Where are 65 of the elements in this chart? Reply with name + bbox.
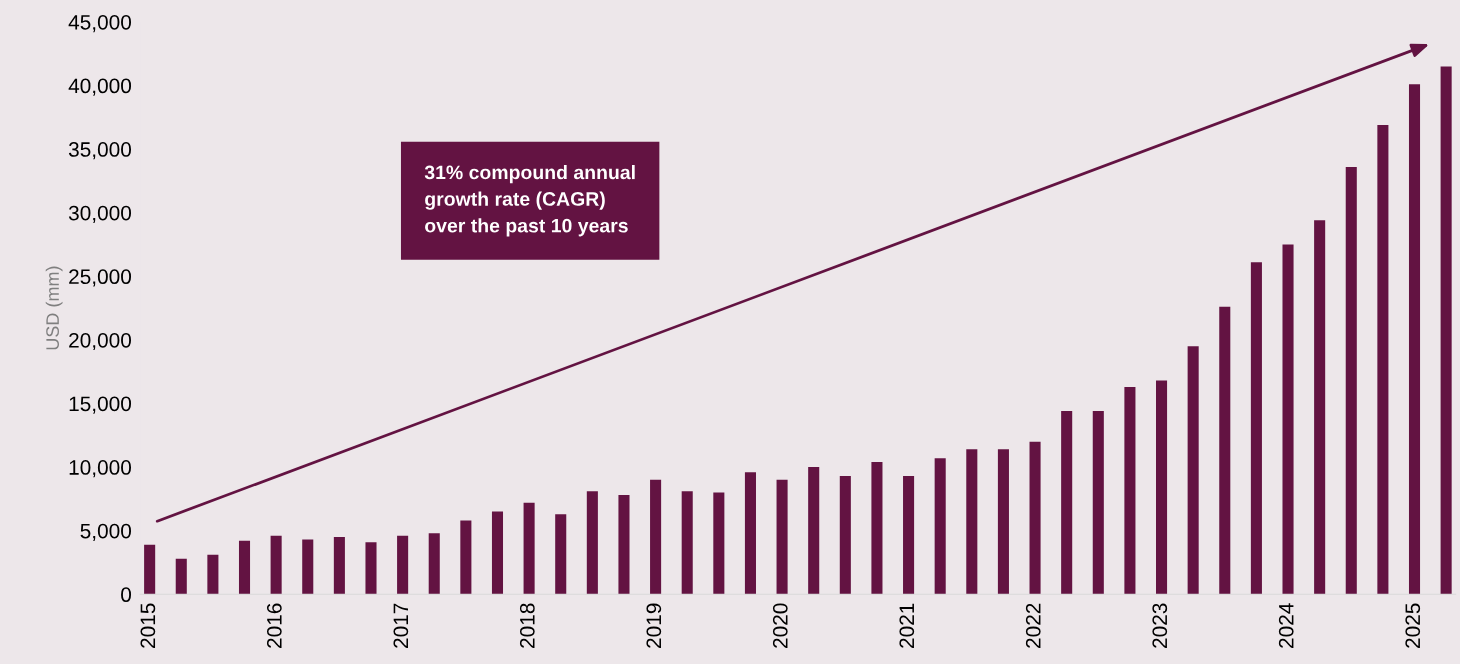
y-tick-label: 40,000 (68, 78, 132, 96)
bar (144, 544, 156, 595)
y-tick-label: 45,000 (68, 14, 132, 33)
x-tick-label: 2025 (1405, 603, 1421, 648)
bar (713, 492, 725, 595)
bar (175, 558, 187, 595)
bar (681, 491, 693, 595)
bar (555, 514, 567, 595)
bar (1314, 220, 1326, 595)
bar (966, 449, 978, 595)
bar (1377, 124, 1389, 595)
bar (1029, 441, 1041, 595)
bar (744, 472, 756, 595)
bar (523, 502, 535, 595)
x-tick-label: 2018 (519, 603, 535, 648)
x-tick-label: 2023 (1152, 603, 1168, 648)
y-tick-label: 0 (121, 587, 132, 603)
bar (618, 495, 630, 595)
bar (270, 535, 282, 595)
x-tick-label: 2016 (266, 603, 282, 648)
bar (776, 479, 788, 595)
x-tick-label: 2024 (1278, 603, 1294, 648)
x-tick-label: 2017 (393, 603, 409, 648)
y-tick-label: 25,000 (69, 269, 132, 287)
bar (1124, 386, 1136, 595)
bar (333, 537, 345, 595)
bar (586, 491, 598, 595)
bar (1219, 306, 1231, 595)
bar (238, 540, 251, 595)
x-tick-label: 2020 (772, 603, 788, 648)
bar (1408, 84, 1421, 595)
bar (460, 520, 472, 595)
bar (808, 467, 820, 595)
bar (397, 535, 409, 595)
y-axis-title: USD (mm) (45, 266, 63, 350)
annotation: 31% compound annual growth rate (CAGR) over the past 10 years (424, 165, 635, 237)
bar (1156, 380, 1168, 595)
bar (1092, 411, 1104, 595)
bar (365, 542, 377, 595)
bar (1250, 262, 1262, 595)
bar (650, 479, 662, 595)
bar (207, 554, 219, 595)
y-tick-label: 10,000 (69, 460, 132, 478)
bar (428, 533, 440, 595)
bar (903, 475, 915, 595)
y-tick-label: 20,000 (69, 332, 132, 351)
y-tick-label: 15,000 (69, 396, 132, 414)
bar (997, 449, 1009, 595)
bar (1061, 411, 1073, 595)
x-tick-label: 2019 (646, 603, 662, 648)
bar (491, 511, 504, 595)
bar (1187, 346, 1199, 595)
bar (934, 458, 946, 595)
bar (839, 475, 851, 595)
bar (1282, 244, 1294, 595)
bar (1440, 66, 1452, 595)
x-tick-label: 2015 (140, 603, 156, 648)
y-tick-label: 5,000 (80, 523, 132, 541)
bar (302, 539, 314, 595)
x-tick-label: 2021 (899, 603, 915, 648)
bar (1345, 166, 1357, 595)
y-tick-label: 30,000 (68, 205, 132, 223)
y-tick-label: 35,000 (68, 142, 132, 160)
x-tick-label: 2022 (1025, 603, 1041, 648)
bar (871, 462, 883, 595)
